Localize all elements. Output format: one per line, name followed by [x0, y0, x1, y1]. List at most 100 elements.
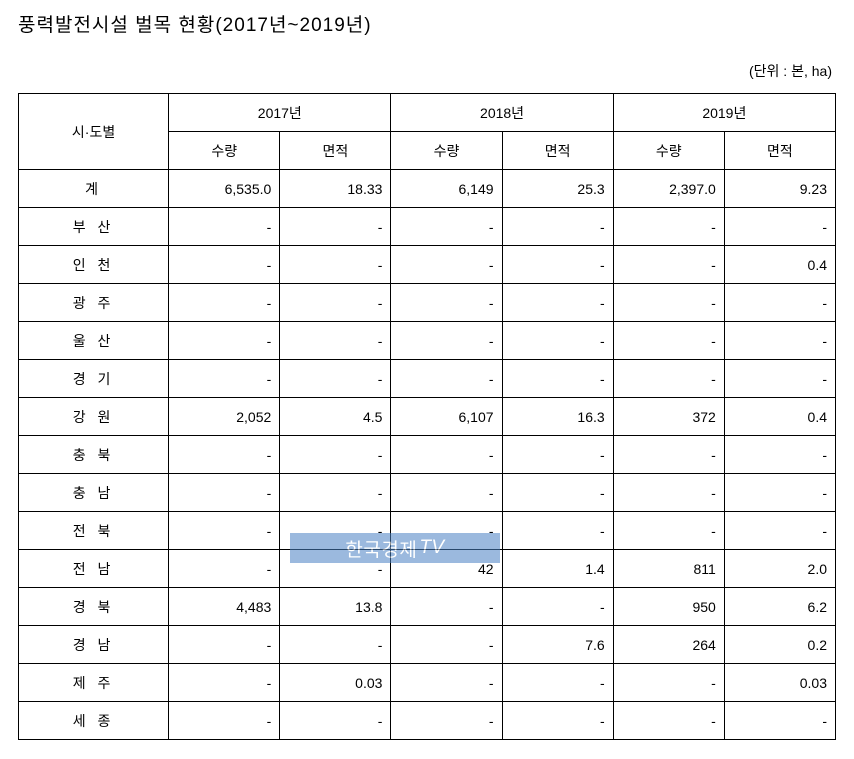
table-row: 강 원2,0524.56,10716.33720.4 — [19, 398, 836, 436]
header-year-2017: 2017년 — [169, 94, 391, 132]
cell-value: - — [502, 512, 613, 550]
row-label: 강 원 — [19, 398, 169, 436]
cell-value: 18.33 — [280, 170, 391, 208]
cell-value: - — [613, 246, 724, 284]
cell-value: - — [724, 474, 835, 512]
table-row: 충 북------ — [19, 436, 836, 474]
row-label: 경 기 — [19, 360, 169, 398]
cell-value: - — [502, 436, 613, 474]
row-label: 부 산 — [19, 208, 169, 246]
cell-value: 2.0 — [724, 550, 835, 588]
table-row: 계6,535.018.336,14925.32,397.09.23 — [19, 170, 836, 208]
cell-value: - — [502, 664, 613, 702]
row-label: 세 종 — [19, 702, 169, 740]
cell-value: 6,535.0 — [169, 170, 280, 208]
header-sub-area: 면적 — [724, 132, 835, 170]
header-sub-qty: 수량 — [169, 132, 280, 170]
cell-value: - — [169, 550, 280, 588]
cell-value: - — [169, 702, 280, 740]
row-label: 전 남 — [19, 550, 169, 588]
cell-value: 4,483 — [169, 588, 280, 626]
table-row: 광 주------ — [19, 284, 836, 322]
cell-value: - — [724, 208, 835, 246]
cell-value: - — [724, 436, 835, 474]
cell-value: - — [169, 664, 280, 702]
cell-value: 2,397.0 — [613, 170, 724, 208]
cell-value: - — [280, 246, 391, 284]
cell-value: 9.23 — [724, 170, 835, 208]
cell-value: - — [502, 208, 613, 246]
cell-value: - — [502, 360, 613, 398]
cell-value: 0.2 — [724, 626, 835, 664]
cell-value: - — [724, 284, 835, 322]
cell-value: - — [724, 512, 835, 550]
header-sub-qty: 수량 — [613, 132, 724, 170]
cell-value: 372 — [613, 398, 724, 436]
cell-value: - — [169, 436, 280, 474]
cell-value: - — [280, 550, 391, 588]
cell-value: - — [391, 512, 502, 550]
header-sub-qty: 수량 — [391, 132, 502, 170]
cell-value: - — [391, 664, 502, 702]
table-row: 충 남------ — [19, 474, 836, 512]
cell-value: - — [169, 474, 280, 512]
cell-value: - — [391, 588, 502, 626]
cell-value: - — [280, 512, 391, 550]
table-row: 세 종------ — [19, 702, 836, 740]
cell-value: 0.4 — [724, 398, 835, 436]
cell-value: - — [280, 702, 391, 740]
cell-value: - — [391, 626, 502, 664]
table-row: 부 산------ — [19, 208, 836, 246]
cell-value: 7.6 — [502, 626, 613, 664]
cell-value: - — [280, 208, 391, 246]
cell-value: - — [613, 208, 724, 246]
row-label: 인 천 — [19, 246, 169, 284]
cell-value: 13.8 — [280, 588, 391, 626]
cell-value: - — [502, 284, 613, 322]
cell-value: - — [502, 474, 613, 512]
table-row: 울 산------ — [19, 322, 836, 360]
cell-value: - — [169, 512, 280, 550]
cell-value: 1.4 — [502, 550, 613, 588]
cell-value: - — [169, 322, 280, 360]
cell-value: - — [613, 474, 724, 512]
table-body: 계6,535.018.336,14925.32,397.09.23부 산----… — [19, 170, 836, 740]
data-table: 시·도별 2017년 2018년 2019년 수량 면적 수량 면적 수량 면적… — [18, 93, 836, 740]
cell-value: - — [613, 322, 724, 360]
row-label: 충 남 — [19, 474, 169, 512]
cell-value: - — [169, 246, 280, 284]
cell-value: - — [280, 436, 391, 474]
row-label: 전 북 — [19, 512, 169, 550]
cell-value: - — [280, 360, 391, 398]
header-year-2019: 2019년 — [613, 94, 835, 132]
cell-value: 25.3 — [502, 170, 613, 208]
cell-value: - — [613, 702, 724, 740]
cell-value: - — [391, 322, 502, 360]
row-label: 계 — [19, 170, 169, 208]
cell-value: - — [391, 360, 502, 398]
cell-value: - — [391, 208, 502, 246]
cell-value: - — [391, 246, 502, 284]
page-title: 풍력발전시설 벌목 현황(2017년~2019년) — [18, 10, 836, 37]
cell-value: - — [502, 588, 613, 626]
cell-value: - — [613, 436, 724, 474]
cell-value: - — [169, 360, 280, 398]
cell-value: - — [280, 322, 391, 360]
cell-value: 6,107 — [391, 398, 502, 436]
cell-value: - — [280, 474, 391, 512]
header-year-2018: 2018년 — [391, 94, 613, 132]
table-row: 전 남--421.48112.0 — [19, 550, 836, 588]
cell-value: - — [169, 284, 280, 322]
cell-value: 0.03 — [724, 664, 835, 702]
header-sub-area: 면적 — [502, 132, 613, 170]
cell-value: - — [613, 284, 724, 322]
table-row: 전 북------ — [19, 512, 836, 550]
cell-value: - — [169, 208, 280, 246]
cell-value: - — [391, 702, 502, 740]
cell-value: 264 — [613, 626, 724, 664]
cell-value: 16.3 — [502, 398, 613, 436]
cell-value: - — [280, 626, 391, 664]
table-row: 인 천-----0.4 — [19, 246, 836, 284]
row-label: 경 북 — [19, 588, 169, 626]
cell-value: - — [391, 436, 502, 474]
